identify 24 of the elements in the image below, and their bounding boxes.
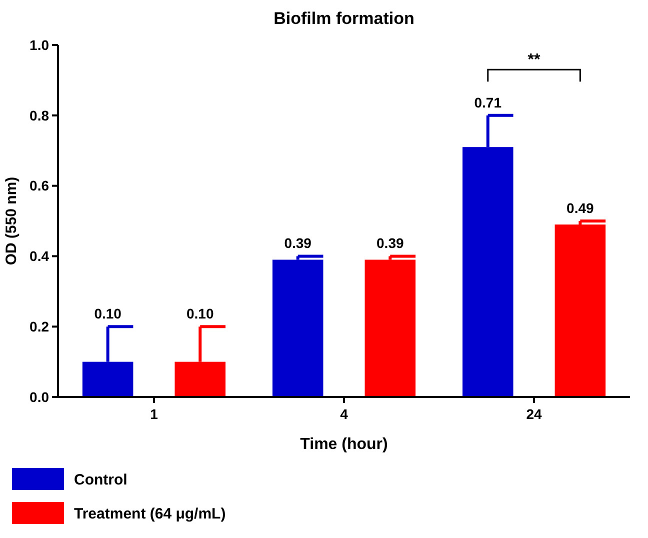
- annotation: **: [528, 52, 542, 69]
- y-tick-label: 0.6: [30, 178, 50, 194]
- data-label: 0.39: [284, 235, 312, 252]
- data-label: 0.39: [376, 235, 404, 252]
- y-axis-title: OD (550 nm): [3, 176, 20, 266]
- bar: [554, 224, 606, 397]
- data-label: 0.71: [474, 94, 502, 110]
- data-label: 0.10: [94, 306, 122, 322]
- y-tick-label: 1.0: [30, 36, 50, 53]
- y-tick-label: 0.8: [30, 107, 50, 124]
- y-tick-label: 0.4: [30, 248, 50, 264]
- chart-title: Biofilm formation: [274, 9, 414, 28]
- x-axis-title: Time (hour): [300, 436, 388, 453]
- x-tick-label: 1: [150, 406, 158, 422]
- x-tick-label: 24: [526, 406, 542, 422]
- bar: [272, 260, 324, 397]
- y-tick-label: 0.2: [30, 318, 50, 334]
- legend-label: Treatment (64 μg/mL): [74, 505, 226, 522]
- bar: [364, 260, 416, 397]
- y-tick-label: 0.0: [30, 388, 50, 405]
- data-label: 0.49: [566, 200, 594, 216]
- data-label: 0.10: [186, 306, 214, 322]
- x-tick-label: 4: [340, 406, 348, 422]
- legend-label: Control: [74, 471, 128, 488]
